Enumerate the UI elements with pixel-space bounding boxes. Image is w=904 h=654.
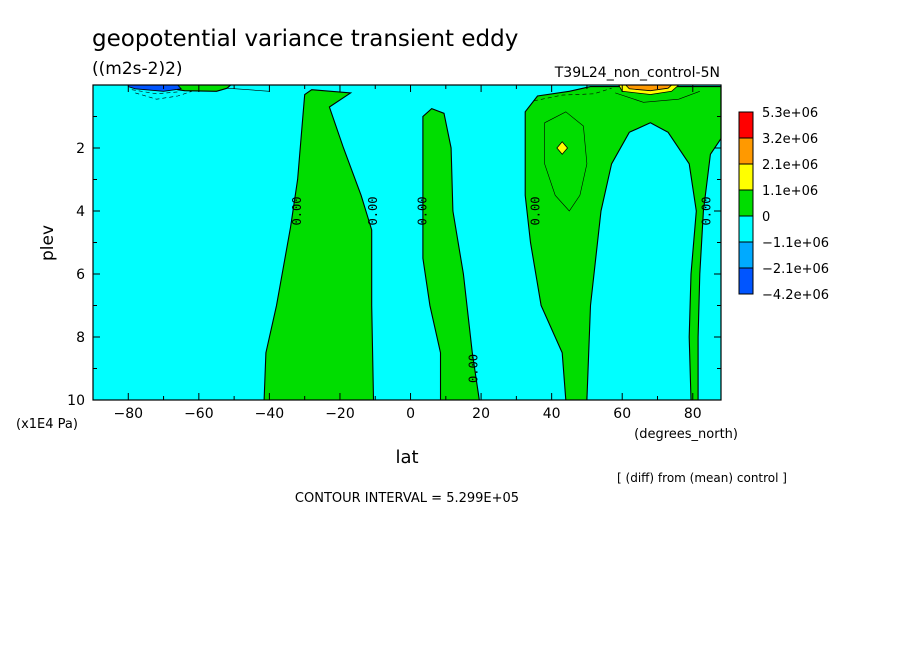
colorbar-swatch-4: [738, 215, 754, 243]
y-axis-label: plev: [38, 225, 58, 261]
x-tick-label-4: 0: [406, 406, 415, 422]
thin-contour-3: [135, 91, 192, 100]
x-axis-units: (degrees_north): [634, 427, 738, 442]
positive-region-band-3: [524, 86, 722, 401]
contour-lines: [131, 87, 700, 212]
colorbar-swatch-2: [738, 163, 754, 191]
contour-labels: 0.00 0.00 0.00 0.00 0.00 0.00: [290, 197, 713, 383]
y-tick-label-1: 4: [76, 204, 85, 220]
zero-contour-label-3: 0.00: [415, 197, 429, 226]
zero-contour-label-1: 0.00: [290, 197, 304, 226]
colorbar-label-3: 1.1e+06: [762, 184, 818, 199]
y-tick-label-4: 10: [67, 393, 85, 409]
zero-contour-label-4: 0.00: [528, 197, 542, 226]
colorbar-label-1: 3.2e+06: [762, 132, 818, 147]
zero-contour-label-5: 0.00: [699, 197, 713, 226]
colorbar-swatch-5: [738, 241, 754, 269]
y-tick-label-0: 2: [76, 141, 85, 157]
x-tick-label-2: −40: [255, 406, 285, 422]
colorbar-label-2: 2.1e+06: [762, 158, 818, 173]
run-label: T39L24_non_control-5N: [554, 65, 720, 81]
x-tick-label-6: 40: [543, 406, 561, 422]
contour-interval: CONTOUR INTERVAL = 5.299E+05: [295, 491, 519, 506]
thin-contour-6: [615, 91, 700, 103]
zero-contour-label-2: 0.00: [366, 197, 380, 226]
colorbar-swatch-6: [738, 267, 754, 295]
colorbar-label-6: −2.1e+06: [762, 262, 829, 277]
colorbar-label-7: −4.2e+06: [762, 288, 829, 303]
zero-contour-label-6: 0.00: [467, 354, 481, 383]
y-tick-label-3: 8: [76, 330, 85, 346]
x-tick-label-8: 80: [684, 406, 702, 422]
x-tick-label-0: −80: [114, 406, 144, 422]
y-axis-units: (x1E4 Pa): [16, 417, 78, 432]
anomaly-patch-pos: [556, 141, 569, 155]
x-tick-label-1: −60: [184, 406, 214, 422]
units-label: ((m2s-2)2): [92, 59, 183, 79]
positive-region-band-2: [422, 107, 480, 401]
thin-contour-4: [131, 89, 178, 95]
plot-area: 0.00 0.00 0.00 0.00 0.000.00 −80 −60 −40 −20 0 20…: [67, 84, 722, 422]
x-tick-label-7: 60: [613, 406, 631, 422]
positive-region-band-1: [263, 89, 375, 401]
thin-contour-1: [544, 111, 588, 212]
x-axis-label: lat: [395, 447, 418, 468]
colorbar-label-0: 5.3e+06: [762, 106, 818, 121]
colorbar-swatch-1: [738, 137, 754, 165]
x-tick-label-5: 20: [472, 406, 490, 422]
thin-contour-5: [533, 87, 612, 102]
y-tick-label-2: 6: [76, 267, 85, 283]
colorbar-legend: 5.3e+06 3.2e+06 2.1e+06 1.1e+06 0 −1.1e+06 −2.…: [738, 106, 829, 303]
x-tick-label-3: −20: [325, 406, 355, 422]
filled-contours: [127, 84, 722, 401]
axis-ticks: −80 −60 −40 −20 0 20 40 60 80 2 4 6 8 10: [67, 85, 721, 422]
chart-title: geopotential variance transient eddy: [92, 26, 518, 52]
colorbar-swatch-3: [738, 189, 754, 217]
colorbar-swatch-0: [738, 111, 754, 139]
colorbar-label-5: −1.1e+06: [762, 236, 829, 251]
colorbar-label-4: 0: [762, 210, 770, 225]
footnote: [ (diff) from (mean) control ]: [617, 471, 787, 485]
